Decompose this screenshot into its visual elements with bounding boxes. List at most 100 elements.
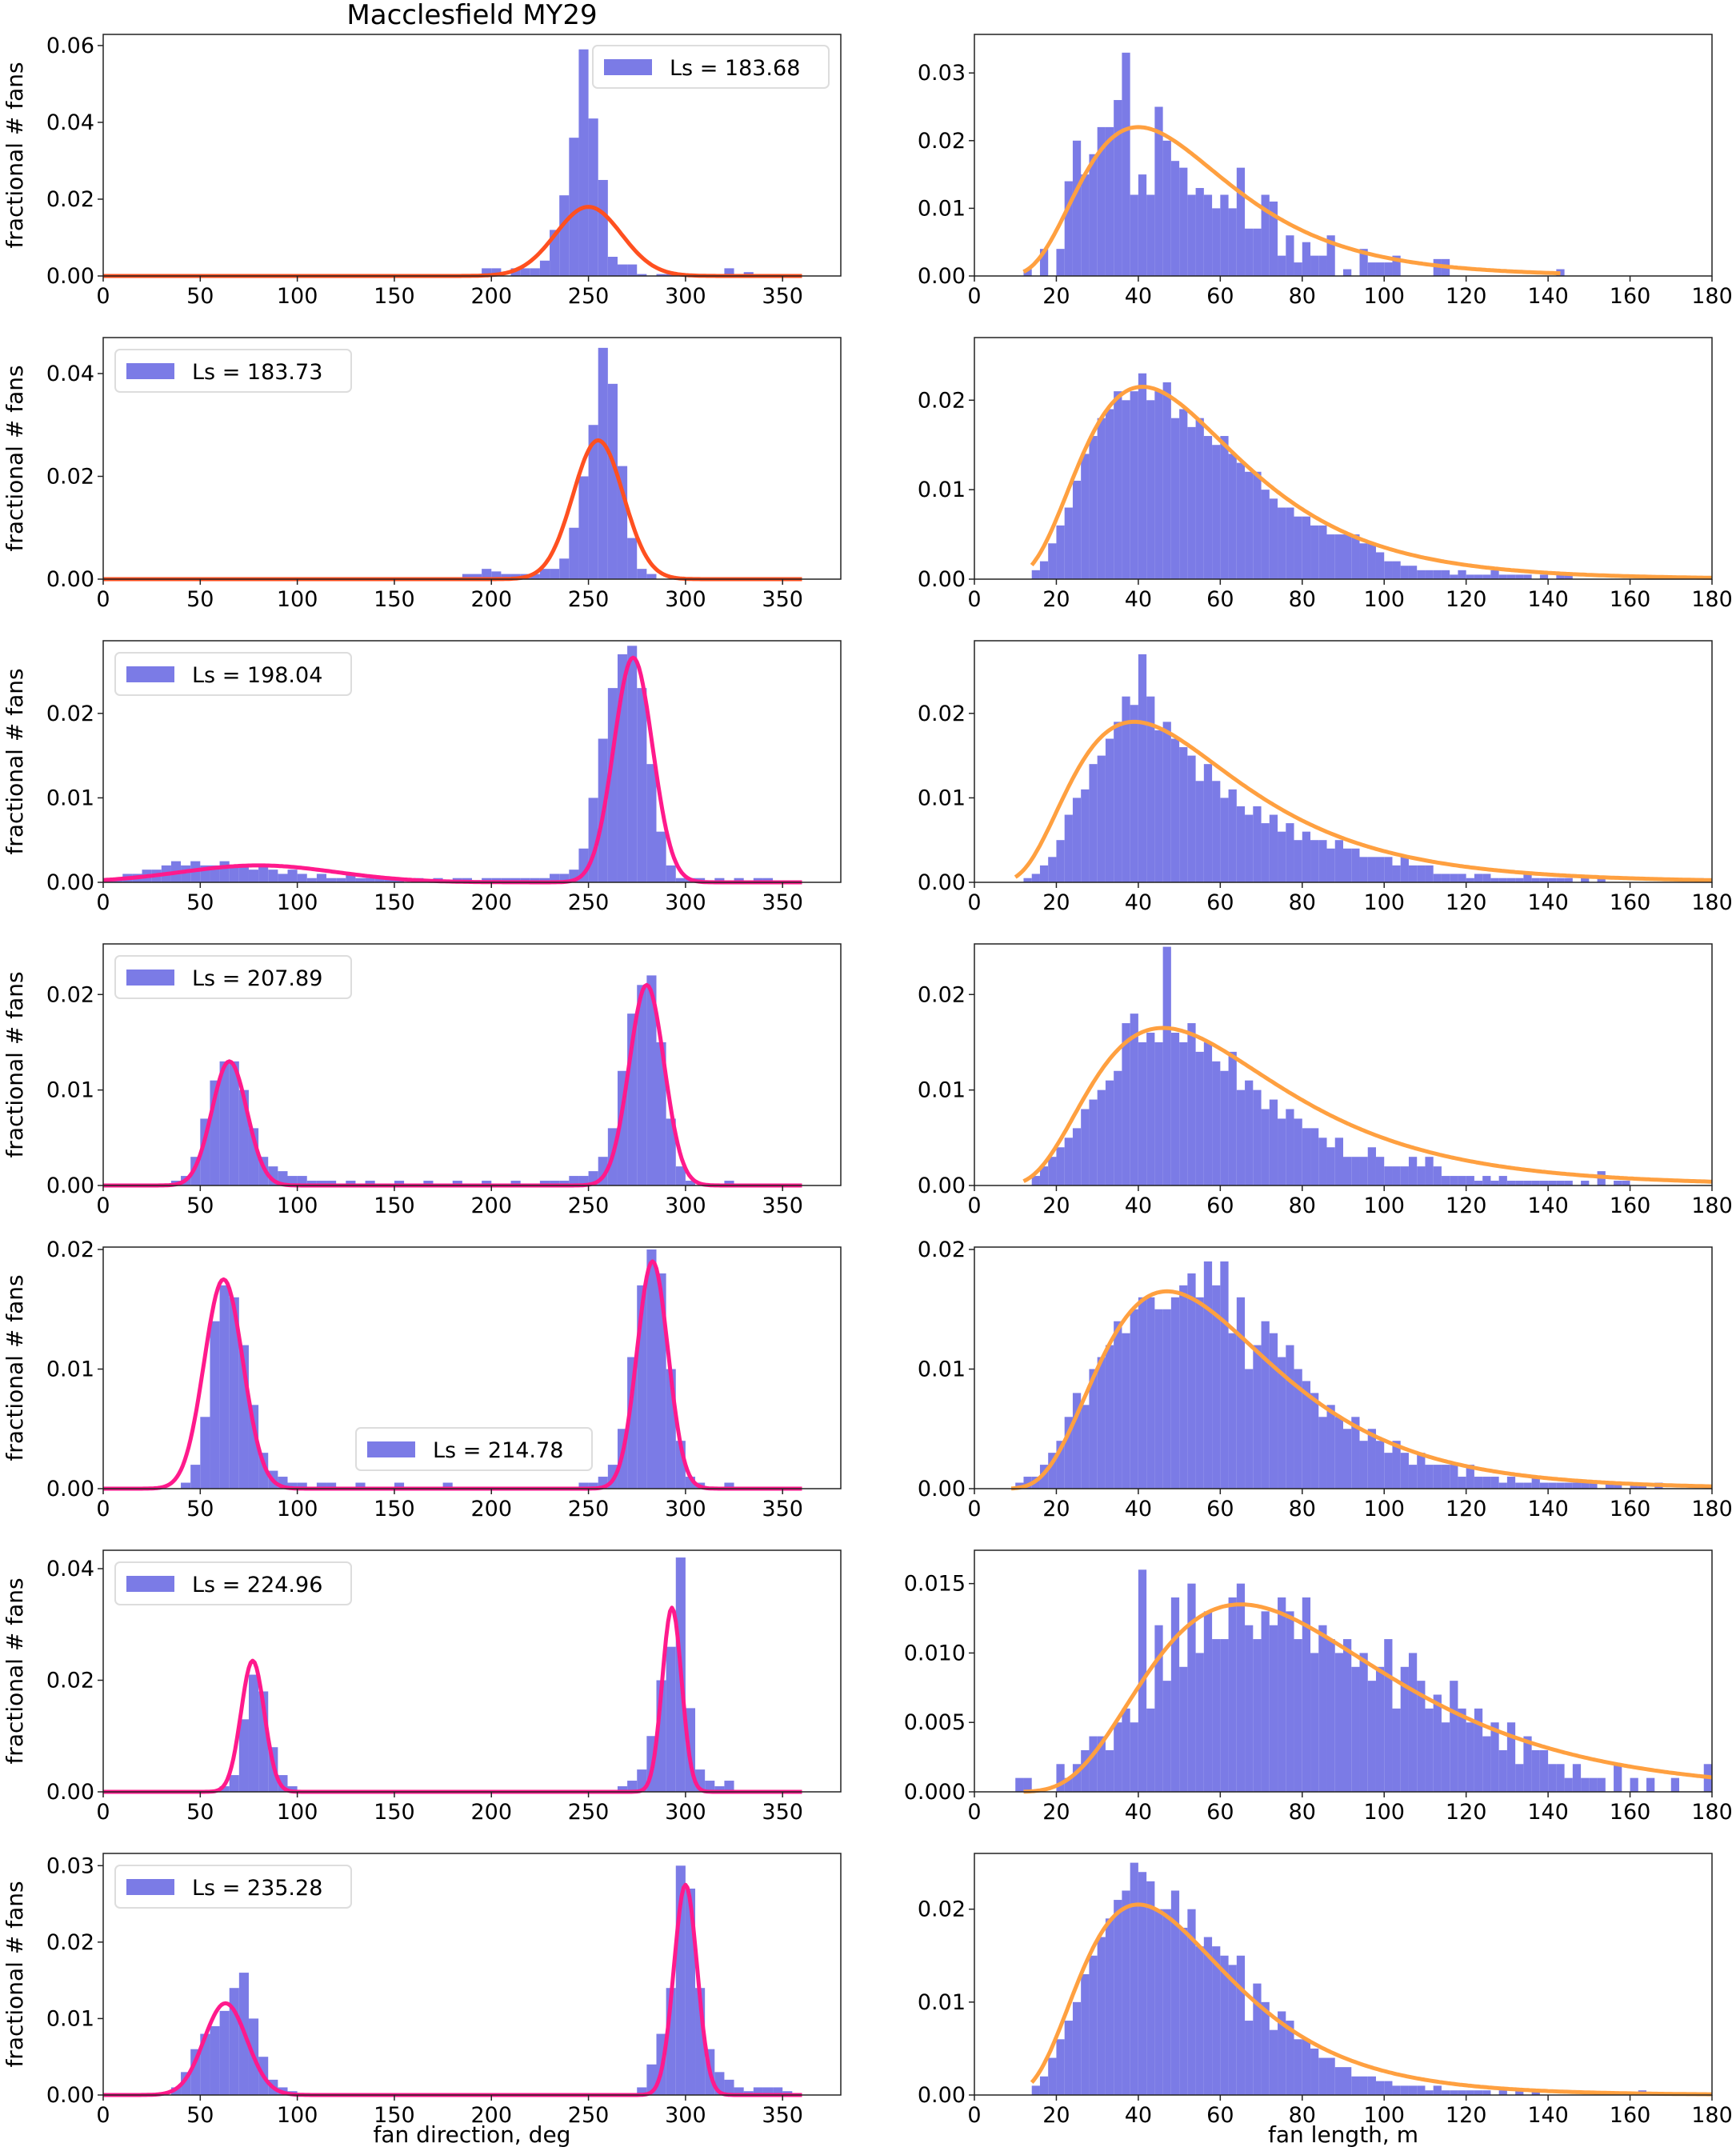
histogram-bar: [1236, 167, 1246, 276]
x-tick-label: 150: [374, 284, 415, 309]
histogram-bar: [637, 569, 647, 579]
y-tick-label: 0.01: [46, 1078, 94, 1103]
histogram-bar: [238, 1719, 249, 1792]
histogram-bar: [1400, 857, 1409, 882]
histogram-bar: [482, 1181, 492, 1185]
histogram-bar: [1114, 1070, 1122, 1185]
histogram-bar: [1498, 1482, 1507, 1489]
histogram-bar: [442, 1482, 453, 1489]
histogram-bar: [1253, 1089, 1262, 1185]
histogram-bar: [1154, 1909, 1163, 2095]
histogram-bar: [1294, 1369, 1302, 1489]
histogram-bar: [238, 865, 249, 882]
x-tick-label: 350: [762, 1497, 803, 1521]
legend-box: [355, 1427, 593, 1471]
histogram-bar: [1138, 1042, 1147, 1185]
histogram-bar: [1515, 574, 1524, 579]
legend-label: Ls = 183.73: [192, 360, 322, 385]
histogram-bar: [1392, 255, 1401, 276]
histogram-bar: [1212, 208, 1221, 276]
histogram-bar: [346, 1181, 356, 1185]
histogram-bar: [219, 861, 230, 882]
y-tick-label: 0.01: [918, 1990, 966, 2015]
histogram-bar: [539, 878, 550, 882]
histogram-bar: [1114, 1900, 1122, 2095]
histogram-bar: [1122, 1333, 1130, 1489]
axes-frame: [102, 34, 842, 277]
x-tick-label: 100: [277, 2103, 318, 2128]
histogram-bar: [724, 1781, 734, 1792]
histogram-bar: [1031, 570, 1040, 579]
histogram-bar: [598, 347, 608, 579]
histogram-bar: [685, 1181, 696, 1185]
histogram-bar: [1179, 747, 1188, 882]
histogram-bar: [1228, 454, 1237, 579]
histogram-bar: [1539, 878, 1549, 882]
histogram-bar: [1015, 1777, 1024, 1792]
histogram-bar: [734, 878, 744, 882]
histogram-bar: [607, 383, 618, 579]
y-tick-label: 0.01: [46, 1357, 94, 1381]
histogram-bar: [1089, 436, 1098, 579]
x-tick-label: 80: [1289, 284, 1316, 309]
histogram-bar: [1203, 1261, 1213, 1489]
histogram-bar: [452, 1181, 462, 1185]
legend-label: Ls = 224.96: [192, 1573, 322, 1597]
histogram-bar: [1130, 1722, 1138, 1792]
histogram-bar: [1130, 705, 1138, 882]
histogram-bar: [588, 1482, 598, 1489]
x-tick-label: 350: [762, 284, 803, 309]
histogram-bar: [1228, 1333, 1237, 1489]
histogram-bar: [1466, 1465, 1474, 1489]
x-tick-label: 40: [1125, 587, 1152, 612]
x-tick-label: 350: [762, 1193, 803, 1218]
histogram-bar: [1359, 543, 1368, 579]
histogram-bar: [1408, 1653, 1418, 1792]
histogram-bar: [637, 2087, 647, 2095]
histogram-bar: [637, 274, 647, 276]
histogram-bar: [1622, 1181, 1630, 1185]
histogram-bar: [1261, 823, 1270, 882]
histogram-bar: [1072, 480, 1082, 579]
histogram-bar: [1039, 2076, 1049, 2095]
y-tick-label: 0.02: [46, 187, 94, 212]
histogram-bar: [1367, 1147, 1376, 1185]
legend-label: Ls = 183.68: [670, 56, 800, 81]
y-tick-label: 0.00: [46, 264, 94, 289]
fit-curve: [102, 655, 802, 885]
histogram-bar: [569, 1176, 579, 1185]
histogram-bar: [550, 874, 560, 882]
histogram-bar: [326, 878, 337, 882]
histogram-bar: [1286, 235, 1294, 276]
histogram-bar: [1614, 1764, 1622, 1792]
y-tick-label: 0.02: [46, 702, 94, 726]
legend: Ls = 207.89: [114, 955, 352, 999]
histogram-bar: [1581, 878, 1590, 882]
y-axis-label: fractional # fans: [2, 668, 28, 854]
histogram-bar: [1417, 2085, 1426, 2095]
histogram-bar: [1245, 2021, 1254, 2095]
histogram-bar: [1105, 1918, 1114, 2095]
histogram-bar: [1114, 1321, 1122, 1489]
histogram-bar: [1318, 2057, 1327, 2095]
histogram-bar: [1318, 255, 1327, 276]
histogram-bar: [1220, 1261, 1229, 1489]
histogram-bar: [1425, 1157, 1434, 1185]
x-tick-label: 60: [1206, 2103, 1234, 2128]
histogram-bar: [1269, 498, 1278, 579]
legend: Ls = 198.04: [114, 652, 352, 696]
x-tick-label: 80: [1289, 2103, 1316, 2128]
histogram-bar: [1212, 1061, 1221, 1185]
histogram-bar: [1302, 516, 1311, 579]
histogram-bar: [1089, 1369, 1098, 1489]
histogram-bar: [1228, 1965, 1237, 2095]
histogram-bar: [1286, 823, 1294, 882]
histogram-bar: [1245, 814, 1254, 882]
axes-frame: [974, 640, 1713, 883]
histogram-bar: [1294, 2039, 1302, 2095]
histogram-bar: [1515, 1181, 1524, 1185]
histogram-bar: [1097, 1089, 1106, 1185]
histogram-bar: [1450, 574, 1458, 579]
x-tick-label: 200: [470, 1497, 512, 1521]
